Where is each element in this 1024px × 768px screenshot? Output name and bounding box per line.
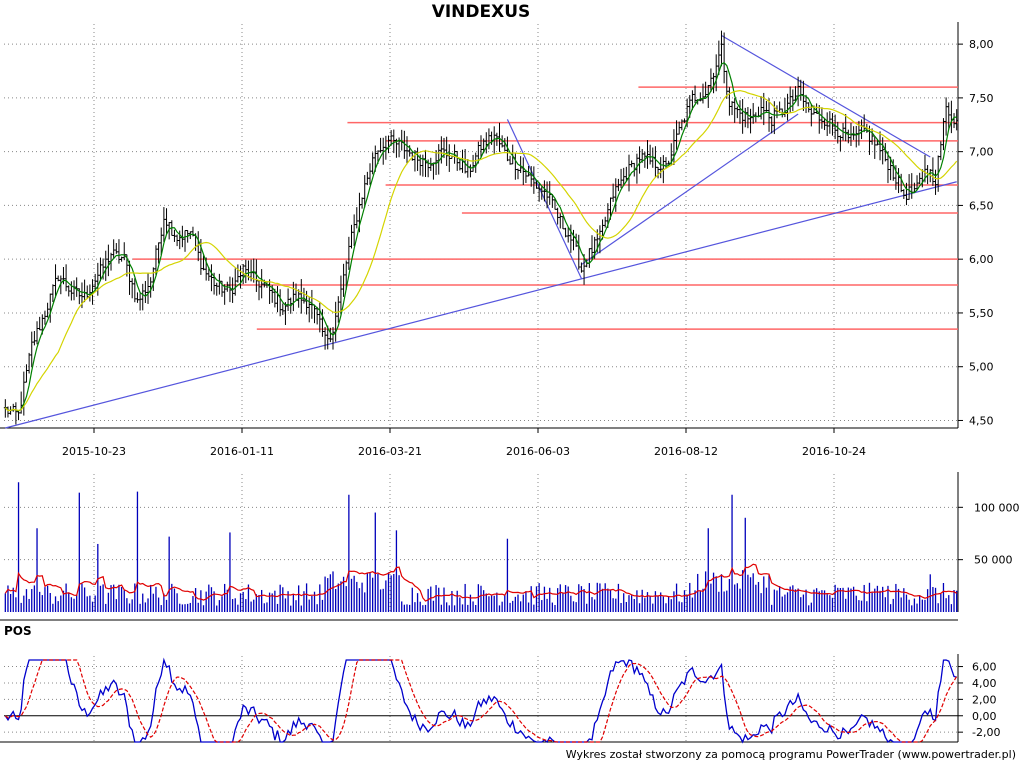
pos-tick-label: 0,00 bbox=[972, 710, 997, 723]
date-tick-label: 2016-10-24 bbox=[802, 445, 866, 458]
grid-lines bbox=[4, 24, 958, 742]
volume-tick-label: 50 000 bbox=[974, 554, 1013, 567]
trendline bbox=[581, 113, 799, 266]
date-tick-label: 2016-08-12 bbox=[654, 445, 718, 458]
price-tick-label: 4,50 bbox=[969, 414, 994, 427]
volume-tick-label: 100 000 bbox=[974, 501, 1020, 514]
date-tick-label: 2015-10-23 bbox=[62, 445, 126, 458]
pos-panel-label: POS bbox=[4, 624, 32, 638]
axes bbox=[0, 22, 959, 743]
trendlines bbox=[5, 35, 957, 429]
price-tick-label: 7,50 bbox=[969, 92, 994, 105]
pos-tick-label: 6,00 bbox=[972, 661, 997, 674]
pos-tick-label: 2,00 bbox=[972, 693, 997, 706]
pos-line bbox=[4, 657, 957, 744]
horizontal-levels bbox=[132, 86, 958, 330]
trendline bbox=[5, 181, 957, 429]
price-tick-label: 8,00 bbox=[969, 38, 994, 51]
volume-bars bbox=[4, 482, 958, 612]
moving-average-line bbox=[4, 61, 957, 412]
price-bars bbox=[3, 30, 959, 425]
tick-labels: 8,00 7,50 7,00 6,50 6,00 5,50 5,00 4,50 100 000 5… bbox=[62, 38, 1019, 739]
price-tick-label: 5,00 bbox=[969, 361, 994, 374]
date-tick-label: 2016-06-03 bbox=[506, 445, 570, 458]
date-tick-label: 2016-01-11 bbox=[210, 445, 274, 458]
date-tick-label: 2016-03-21 bbox=[358, 445, 422, 458]
chart-title: VINDEXUS bbox=[431, 2, 531, 22]
price-tick-label: 6,50 bbox=[969, 199, 994, 212]
price-tick-label: 6,00 bbox=[969, 253, 994, 266]
trendline bbox=[721, 35, 931, 158]
moving-average-line bbox=[4, 89, 958, 412]
price-tick-label: 5,50 bbox=[969, 307, 994, 320]
price-tick-label: 7,00 bbox=[969, 146, 994, 159]
footer-credit: Wykres został stworzony za pomocą progra… bbox=[565, 748, 1016, 761]
pos-oscillator bbox=[4, 657, 958, 744]
volume-average-line bbox=[4, 563, 958, 602]
pos-signal-line bbox=[4, 659, 958, 743]
pos-tick-label: -2,00 bbox=[972, 726, 1000, 739]
pos-tick-label: 4,00 bbox=[972, 677, 997, 690]
